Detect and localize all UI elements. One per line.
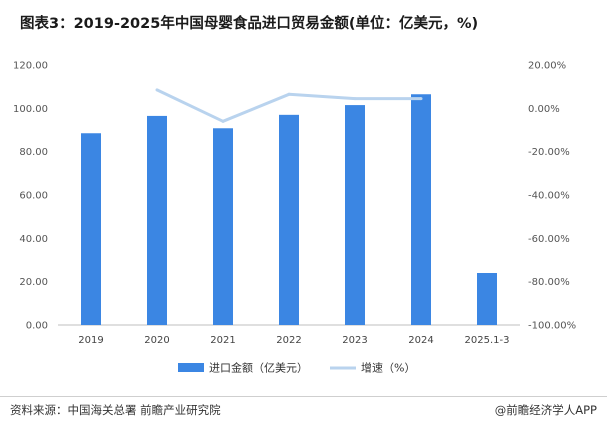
x-tick-label: 2024 [408,335,433,346]
bar [81,133,101,325]
bar [147,115,167,326]
legend-swatch-bar [178,363,204,372]
brand-credit: @前瞻经济学人APP [494,403,597,417]
growth-point [287,92,291,96]
bar [477,273,497,325]
x-tick-label: 2020 [144,335,169,346]
legend-label-line: 增速（%） [361,361,415,375]
x-tick-label: 2021 [210,335,235,346]
chart-canvas: 0.00 20.00 40.00 60.00 80.00 100.00 120.00 -100… [13,61,576,375]
y-left-tick-label: 40.00 [19,234,48,245]
legend-label-bar: 进口金额（亿美元） [209,361,308,375]
y-right-tick-label: -40.00% [528,191,570,202]
y-right-tick-label: 20.00% [528,61,566,72]
bar [411,94,431,325]
x-tick-label: 2022 [276,335,301,346]
chart-title: 图表3：2019-2025年中国母婴食品进口贸易金额(单位：亿美元，%) [20,16,479,32]
bar [213,128,233,325]
growth-point [221,119,225,123]
x-tick-label: 2019 [78,335,103,346]
bar [345,105,365,325]
x-tick-label: 2023 [342,335,367,346]
y-left-tick-label: 120.00 [13,61,48,72]
y-right-tick-label: 0.00% [528,104,560,115]
y-left-tick-label: 20.00 [19,277,48,288]
y-left-tick-label: 0.00 [26,321,48,332]
y-right-tick-label: -80.00% [528,277,570,288]
growth-point [419,97,423,101]
x-tick-label: 2025.1-3 [465,335,510,346]
y-left-tick-label: 80.00 [19,147,48,158]
source-note: 资料来源：中国海关总署 前瞻产业研究院 [10,403,221,417]
growth-point [353,97,357,101]
y-right-tick-label: -100.00% [528,321,576,332]
bar [279,114,299,325]
footer-divider [0,396,607,397]
y-left-tick-label: 60.00 [19,191,48,202]
growth-point [155,88,159,92]
y-right-tick-label: -60.00% [528,234,570,245]
y-right-tick-label: -20.00% [528,147,570,158]
y-left-tick-label: 100.00 [13,104,48,115]
